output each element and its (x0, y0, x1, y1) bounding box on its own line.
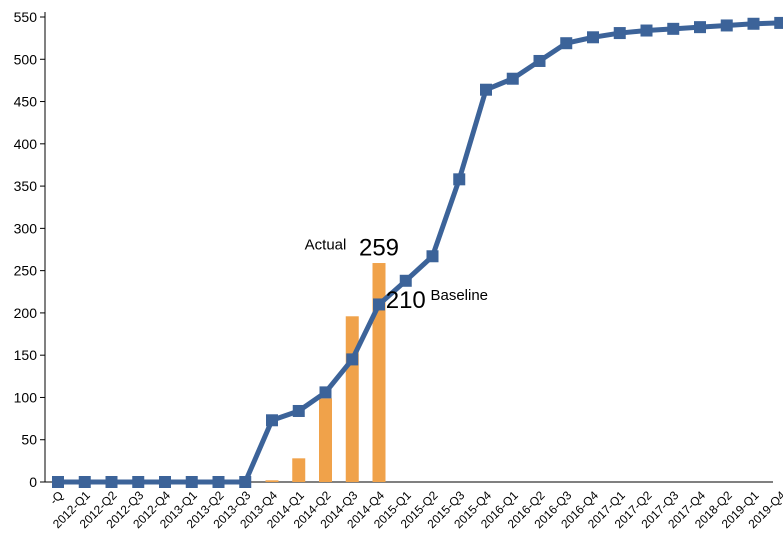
baseline-marker (212, 476, 225, 488)
baseline-marker (132, 476, 145, 488)
y-tick-label: 250 (14, 263, 38, 279)
baseline-marker (560, 37, 573, 50)
y-tick-label: 150 (14, 347, 38, 363)
baseline-marker (667, 22, 680, 35)
annotation-label: 259 (359, 234, 399, 261)
baseline-marker (105, 476, 118, 488)
y-tick-label: 100 (14, 389, 38, 405)
baseline-marker (640, 24, 653, 37)
baseline-series-line (58, 20, 781, 485)
baseline-marker (373, 298, 385, 311)
baseline-marker (506, 72, 519, 85)
baseline-marker (720, 19, 733, 32)
y-tick-label: 300 (14, 220, 38, 236)
baseline-marker (239, 476, 252, 488)
baseline-marker (319, 386, 332, 399)
y-tick-label: 50 (21, 432, 37, 448)
baseline-marker (185, 476, 198, 488)
y-tick-label: 450 (14, 94, 38, 110)
baseline-marker (480, 83, 492, 96)
y-tick-label: 350 (14, 178, 38, 194)
baseline-line (52, 16, 783, 488)
baseline-marker (292, 404, 305, 417)
y-tick-label: 0 (29, 474, 37, 490)
y-tick-label: 550 (14, 9, 38, 25)
baseline-marker (587, 31, 599, 44)
baseline-marker (533, 54, 546, 67)
actual-bar (319, 398, 332, 482)
annotation-label: 210 (386, 287, 426, 314)
baseline-marker (159, 476, 171, 488)
actual-bar (345, 316, 359, 482)
baseline-marker (613, 27, 626, 40)
baseline-marker (453, 173, 466, 186)
actual-bar (265, 480, 279, 482)
x-tick-label: -Q (47, 488, 66, 507)
annotation-label: Baseline (430, 287, 488, 304)
annotations: Actual 259 210 Baseline (305, 234, 488, 313)
baseline-marker (399, 274, 412, 287)
baseline-marker (346, 353, 359, 366)
baseline-marker (266, 414, 278, 427)
actual-bar (292, 458, 306, 482)
y-tick-label: 200 (14, 305, 38, 321)
baseline-marker (52, 476, 64, 488)
y-axis: 0 50 100 150 200 250 300 350 400 450 500 550 (14, 9, 46, 490)
baseline-marker (694, 21, 706, 34)
annotation-label: Actual (305, 237, 347, 254)
x-axis: -Q2012-Q12012-Q22012-Q32012-Q42013-Q1201… (45, 481, 783, 531)
actual-bars (265, 263, 386, 482)
baseline-marker (747, 17, 760, 30)
actual-bar (372, 263, 386, 482)
baseline-marker (78, 476, 91, 488)
y-tick-label: 400 (14, 136, 38, 152)
y-tick-label: 500 (14, 51, 38, 67)
baseline-marker (774, 16, 783, 29)
baseline-marker (426, 250, 439, 263)
